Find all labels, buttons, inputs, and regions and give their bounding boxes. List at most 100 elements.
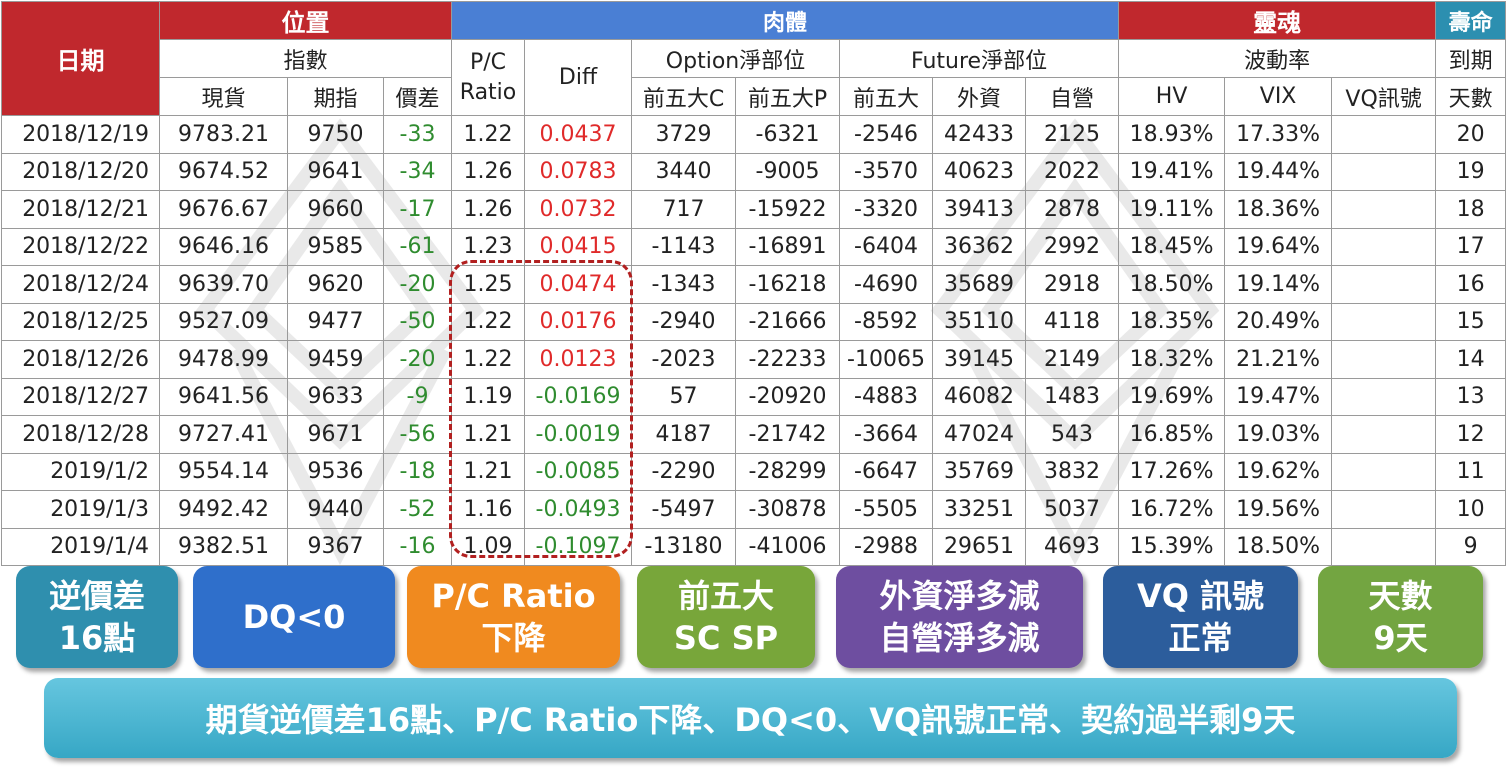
cell-top5-call: -2290	[631, 452, 737, 491]
cell-date: 2019/1/2	[1, 452, 160, 491]
cell-days: 12	[1435, 415, 1506, 454]
cell-vix: 19.62%	[1224, 452, 1333, 491]
cell-date: 2019/1/3	[1, 490, 160, 529]
cell-vix: 19.03%	[1224, 415, 1333, 454]
table-row: 2018/12/24 9639.70 9620 -20 1.25 0.0474 -1343-…	[1, 265, 1506, 304]
cell-days: 11	[1435, 452, 1506, 491]
cell-futures: 9633	[287, 377, 384, 416]
cell-top5: -5505	[839, 490, 934, 529]
cell-top5: -8592	[839, 302, 934, 341]
cell-top5: -2988	[839, 527, 934, 566]
signal-button-2[interactable]: DQ<0	[193, 566, 395, 668]
cell-top5-put: -41006	[735, 527, 841, 566]
signal-button-7[interactable]: 天數 9天	[1318, 566, 1483, 668]
cell-hv: 18.50%	[1118, 265, 1226, 304]
cell-pc-ratio: 1.26	[451, 152, 526, 191]
table-row: 2018/12/28 9727.41 9671 -56 1.21 -0.0019 4187-…	[1, 415, 1506, 454]
cell-date: 2018/12/21	[1, 190, 160, 229]
cell-hv: 16.85%	[1118, 415, 1226, 454]
cell-days: 14	[1435, 340, 1506, 379]
cell-hv: 17.26%	[1118, 452, 1226, 491]
signal-button-6[interactable]: VQ 訊號 正常	[1103, 566, 1298, 668]
col-days: 天數	[1435, 77, 1506, 116]
col-top5-put: 前五大P	[735, 77, 841, 116]
cell-futures: 9367	[287, 527, 384, 566]
table-row: 2019/1/3 9492.42 9440 -52 1.16 -0.0493 -5497 -3…	[1, 490, 1506, 529]
cell-basis: -17	[382, 190, 453, 229]
cell-futures: 9750	[287, 115, 384, 154]
table-row: 2018/12/25 9527.09 9477 -50 1.22 0.0176 -2940-…	[1, 302, 1506, 341]
cell-vix: 19.14%	[1224, 265, 1333, 304]
cell-proprietary: 2022	[1025, 152, 1120, 191]
cell-hv: 15.39%	[1118, 527, 1226, 566]
cell-top5-put: -21666	[735, 302, 841, 341]
cell-vq-signal	[1331, 415, 1437, 454]
cell-vq-signal	[1331, 452, 1437, 491]
signal-button-3[interactable]: P/C Ratio 下降	[407, 566, 620, 668]
signal-button-5[interactable]: 外資淨多減 自營淨多減	[836, 566, 1083, 668]
cell-spot: 9639.70	[159, 265, 288, 304]
signal-button-line2: 自營淨多減	[879, 619, 1040, 657]
table-row: 2019/1/2 9554.14 9536 -18 1.21 -0.0085 -2290 -2…	[1, 452, 1506, 491]
cell-spot: 9727.41	[159, 415, 288, 454]
group-body: 肉體	[451, 1, 1120, 40]
table-row: 2018/12/27 9641.56 9633 -9 1.19 -0.0169 57 -209…	[1, 377, 1506, 416]
cell-spot: 9783.21	[159, 115, 288, 154]
signal-button-line1: P/C Ratio	[431, 577, 596, 615]
table-row: 2019/1/4 9382.51 9367 -16 1.09 -0.1097 -13180-…	[1, 527, 1506, 566]
cell-foreign: 29651	[932, 527, 1027, 566]
cell-date: 2018/12/19	[1, 115, 160, 154]
cell-spot: 9478.99	[159, 340, 288, 379]
cell-pc-ratio: 1.25	[451, 265, 526, 304]
cell-vix: 20.49%	[1224, 302, 1333, 341]
cell-foreign: 39145	[932, 340, 1027, 379]
signal-button-line2: 正常	[1168, 619, 1233, 657]
cell-basis: -56	[382, 415, 453, 454]
cell-foreign: 47024	[932, 415, 1027, 454]
cell-foreign: 35110	[932, 302, 1027, 341]
cell-spot: 9674.52	[159, 152, 288, 191]
table-row: 2018/12/20 9674.52 9641 -34 1.26 0.0783 3440 -9…	[1, 152, 1506, 191]
cell-proprietary: 4693	[1025, 527, 1120, 566]
cell-vq-signal	[1331, 302, 1437, 341]
cell-foreign: 35689	[932, 265, 1027, 304]
cell-foreign: 33251	[932, 490, 1027, 529]
cell-date: 2018/12/22	[1, 227, 160, 266]
cell-basis: -9	[382, 377, 453, 416]
subheader-future: Future淨部位	[839, 39, 1120, 78]
cell-top5-put: -6321	[735, 115, 841, 154]
signal-button-4[interactable]: 前五大 SC SP	[637, 566, 815, 668]
signal-button-line2: 下降	[481, 619, 546, 657]
signal-button-1[interactable]: 逆價差 16點	[16, 566, 178, 668]
cell-futures: 9459	[287, 340, 384, 379]
cell-top5-call: 717	[631, 190, 737, 229]
cell-days: 18	[1435, 190, 1506, 229]
cell-hv: 18.32%	[1118, 340, 1226, 379]
table-row: 2018/12/26 9478.99 9459 -20 1.22 0.0123 -2023-…	[1, 340, 1506, 379]
cell-top5: -3664	[839, 415, 934, 454]
signal-button-line2: SC SP	[673, 619, 779, 657]
cell-vix: 19.47%	[1224, 377, 1333, 416]
cell-top5-call: -2023	[631, 340, 737, 379]
cell-foreign: 46082	[932, 377, 1027, 416]
cell-top5: -6647	[839, 452, 934, 491]
col-hv: HV	[1118, 77, 1226, 116]
cell-futures: 9641	[287, 152, 384, 191]
signal-button-line1: 前五大	[677, 577, 774, 615]
cell-basis: -16	[382, 527, 453, 566]
cell-hv: 19.69%	[1118, 377, 1226, 416]
cell-diff: -0.0085	[524, 452, 633, 491]
date-header: 日期	[1, 1, 160, 116]
cell-vq-signal	[1331, 265, 1437, 304]
cell-diff: -0.0169	[524, 377, 633, 416]
cell-spot: 9554.14	[159, 452, 288, 491]
cell-top5: -10065	[839, 340, 934, 379]
cell-pc-ratio: 1.22	[451, 115, 526, 154]
col-futures: 期指	[287, 77, 384, 116]
cell-proprietary: 2878	[1025, 190, 1120, 229]
cell-top5-call: -1143	[631, 227, 737, 266]
cell-top5: -3320	[839, 190, 934, 229]
cell-top5-put: -16891	[735, 227, 841, 266]
cell-proprietary: 2149	[1025, 340, 1120, 379]
cell-top5: -4690	[839, 265, 934, 304]
